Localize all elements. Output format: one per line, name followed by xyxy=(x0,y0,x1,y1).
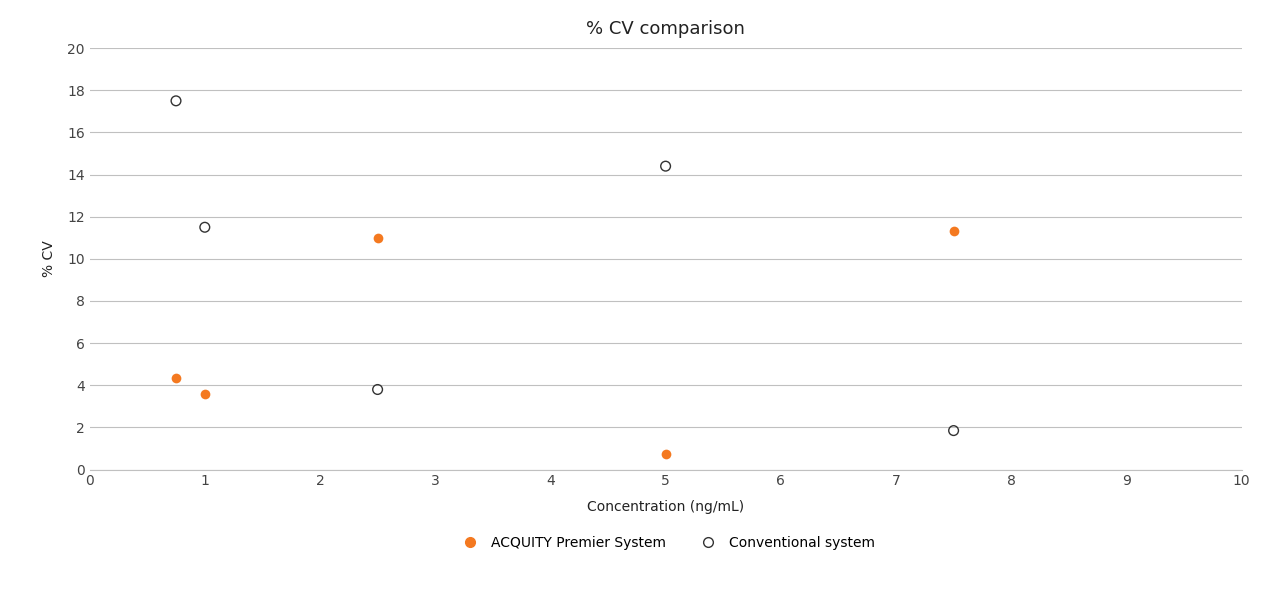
Point xyxy=(367,233,388,243)
Legend: ACQUITY Premier System, Conventional system: ACQUITY Premier System, Conventional sys… xyxy=(451,530,881,555)
Point xyxy=(195,389,215,399)
Point xyxy=(166,96,187,105)
Point xyxy=(166,373,187,383)
Point xyxy=(943,226,964,236)
Point xyxy=(943,426,964,435)
Point xyxy=(655,161,676,171)
Title: % CV comparison: % CV comparison xyxy=(586,20,745,39)
X-axis label: Concentration (ng/mL): Concentration (ng/mL) xyxy=(588,500,744,514)
Y-axis label: % CV: % CV xyxy=(42,240,56,278)
Point xyxy=(195,222,215,232)
Point xyxy=(367,385,388,394)
Point xyxy=(655,449,676,459)
